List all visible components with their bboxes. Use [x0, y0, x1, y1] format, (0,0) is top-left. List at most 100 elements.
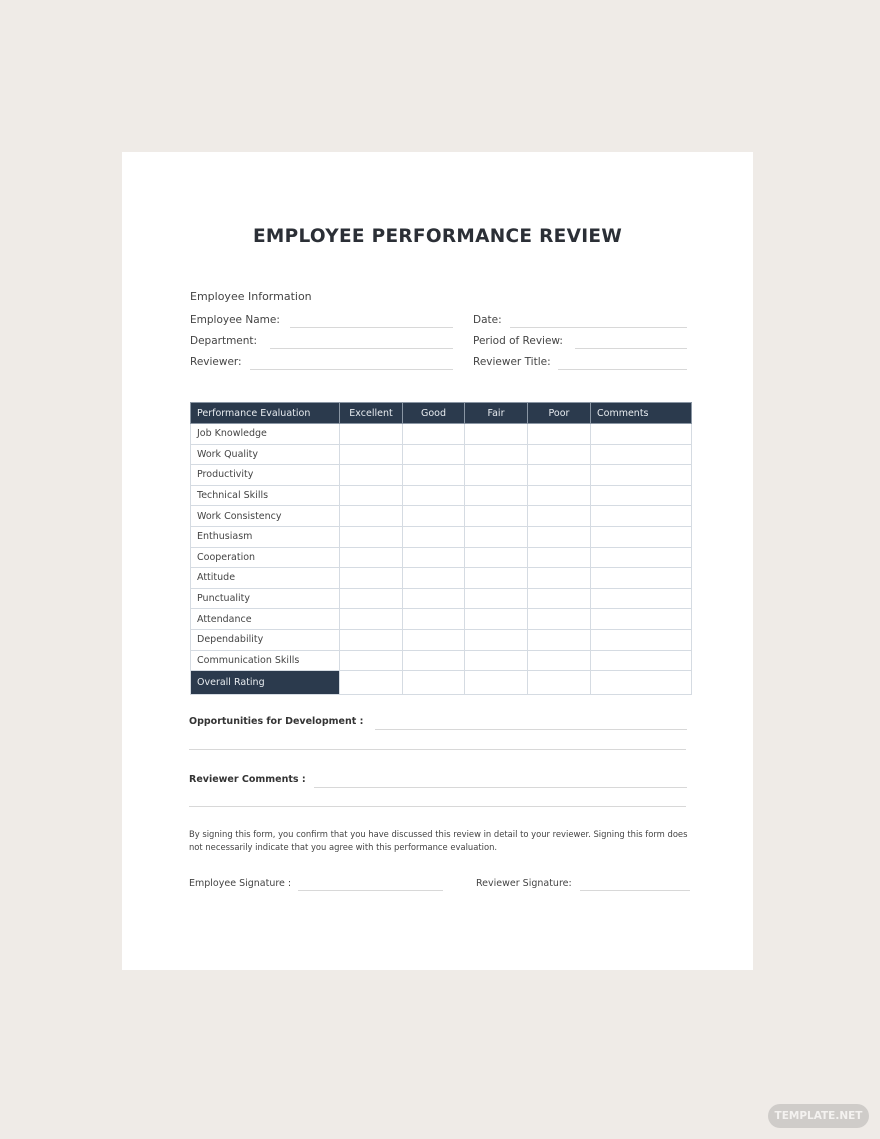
comments-cell[interactable] [590, 608, 692, 630]
opportunities-field-line-1[interactable] [375, 729, 687, 730]
good-cell[interactable] [402, 464, 465, 486]
reviewer-comments-field-line-2[interactable] [189, 806, 686, 807]
good-cell[interactable] [402, 443, 465, 466]
excellent-cell[interactable] [339, 670, 403, 696]
comments-cell[interactable] [590, 443, 692, 466]
good-cell[interactable] [402, 649, 465, 672]
excellent-cell[interactable] [339, 505, 403, 527]
criterion-label: Work Quality [190, 443, 340, 466]
comments-cell[interactable] [590, 525, 692, 548]
poor-cell[interactable] [527, 525, 591, 548]
reviewer-comments-field-line-1[interactable] [314, 787, 687, 788]
excellent-cell[interactable] [339, 484, 403, 507]
table-row: Dependability [190, 628, 692, 651]
comments-cell[interactable] [590, 464, 692, 486]
fair-cell[interactable] [464, 423, 528, 445]
excellent-cell[interactable] [339, 649, 403, 672]
table-row: Punctuality [190, 587, 692, 610]
comments-cell[interactable] [590, 587, 692, 610]
employee-signature-field[interactable] [298, 890, 443, 891]
header-performance-evaluation: Performance Evaluation [190, 402, 340, 424]
template-net-watermark[interactable]: TEMPLATE.NET [768, 1104, 869, 1128]
excellent-cell[interactable] [339, 525, 403, 548]
comments-cell[interactable] [590, 546, 692, 569]
good-cell[interactable] [402, 670, 465, 696]
department-label: Department: [190, 335, 258, 347]
good-cell[interactable] [402, 567, 465, 589]
date-field[interactable] [510, 327, 687, 328]
criterion-label: Communication Skills [190, 649, 340, 672]
excellent-cell[interactable] [339, 587, 403, 610]
header-comments: Comments [590, 402, 692, 424]
table-row: Technical Skills [190, 484, 692, 507]
fair-cell[interactable] [464, 670, 528, 696]
table-row: Cooperation [190, 546, 692, 569]
department-field[interactable] [270, 348, 453, 349]
comments-cell[interactable] [590, 628, 692, 651]
excellent-cell[interactable] [339, 443, 403, 466]
poor-cell[interactable] [527, 608, 591, 630]
period-of-review-field[interactable] [575, 348, 687, 349]
good-cell[interactable] [402, 505, 465, 527]
opportunities-field-line-2[interactable] [189, 749, 686, 750]
table-row: Work Quality [190, 443, 692, 466]
good-cell[interactable] [402, 546, 465, 569]
excellent-cell[interactable] [339, 608, 403, 630]
poor-cell[interactable] [527, 567, 591, 589]
disclaimer-text: By signing this form, you confirm that y… [189, 829, 688, 852]
poor-cell[interactable] [527, 464, 591, 486]
comments-cell[interactable] [590, 567, 692, 589]
fair-cell[interactable] [464, 608, 528, 630]
comments-cell[interactable] [590, 670, 692, 696]
fair-cell[interactable] [464, 525, 528, 548]
poor-cell[interactable] [527, 670, 591, 696]
poor-cell[interactable] [527, 443, 591, 466]
table-row: Productivity [190, 464, 692, 486]
fair-cell[interactable] [464, 587, 528, 610]
reviewer-title-label: Reviewer Title: [473, 356, 551, 368]
comments-cell[interactable] [590, 649, 692, 672]
fair-cell[interactable] [464, 484, 528, 507]
poor-cell[interactable] [527, 423, 591, 445]
poor-cell[interactable] [527, 649, 591, 672]
table-row: Attendance [190, 608, 692, 630]
good-cell[interactable] [402, 608, 465, 630]
fair-cell[interactable] [464, 443, 528, 466]
poor-cell[interactable] [527, 628, 591, 651]
comments-cell[interactable] [590, 484, 692, 507]
good-cell[interactable] [402, 628, 465, 651]
fair-cell[interactable] [464, 649, 528, 672]
good-cell[interactable] [402, 423, 465, 445]
excellent-cell[interactable] [339, 423, 403, 445]
reviewer-title-field[interactable] [558, 369, 687, 370]
good-cell[interactable] [402, 525, 465, 548]
opportunities-label: Opportunities for Development : [189, 716, 364, 727]
poor-cell[interactable] [527, 505, 591, 527]
poor-cell[interactable] [527, 546, 591, 569]
criterion-label: Job Knowledge [190, 423, 340, 445]
good-cell[interactable] [402, 484, 465, 507]
poor-cell[interactable] [527, 587, 591, 610]
fair-cell[interactable] [464, 505, 528, 527]
table-row: Attitude [190, 567, 692, 589]
reviewer-comments-label: Reviewer Comments : [189, 774, 306, 785]
fair-cell[interactable] [464, 546, 528, 569]
good-cell[interactable] [402, 587, 465, 610]
fair-cell[interactable] [464, 628, 528, 651]
reviewer-field[interactable] [250, 369, 453, 370]
comments-cell[interactable] [590, 423, 692, 445]
employee-name-field[interactable] [290, 327, 453, 328]
poor-cell[interactable] [527, 484, 591, 507]
reviewer-signature-field[interactable] [580, 890, 690, 891]
excellent-cell[interactable] [339, 464, 403, 486]
criterion-label: Punctuality [190, 587, 340, 610]
employee-signature-label: Employee Signature : [189, 878, 292, 889]
fair-cell[interactable] [464, 464, 528, 486]
header-fair: Fair [464, 402, 528, 424]
excellent-cell[interactable] [339, 546, 403, 569]
comments-cell[interactable] [590, 505, 692, 527]
fair-cell[interactable] [464, 567, 528, 589]
excellent-cell[interactable] [339, 567, 403, 589]
criterion-label: Enthusiasm [190, 525, 340, 548]
excellent-cell[interactable] [339, 628, 403, 651]
